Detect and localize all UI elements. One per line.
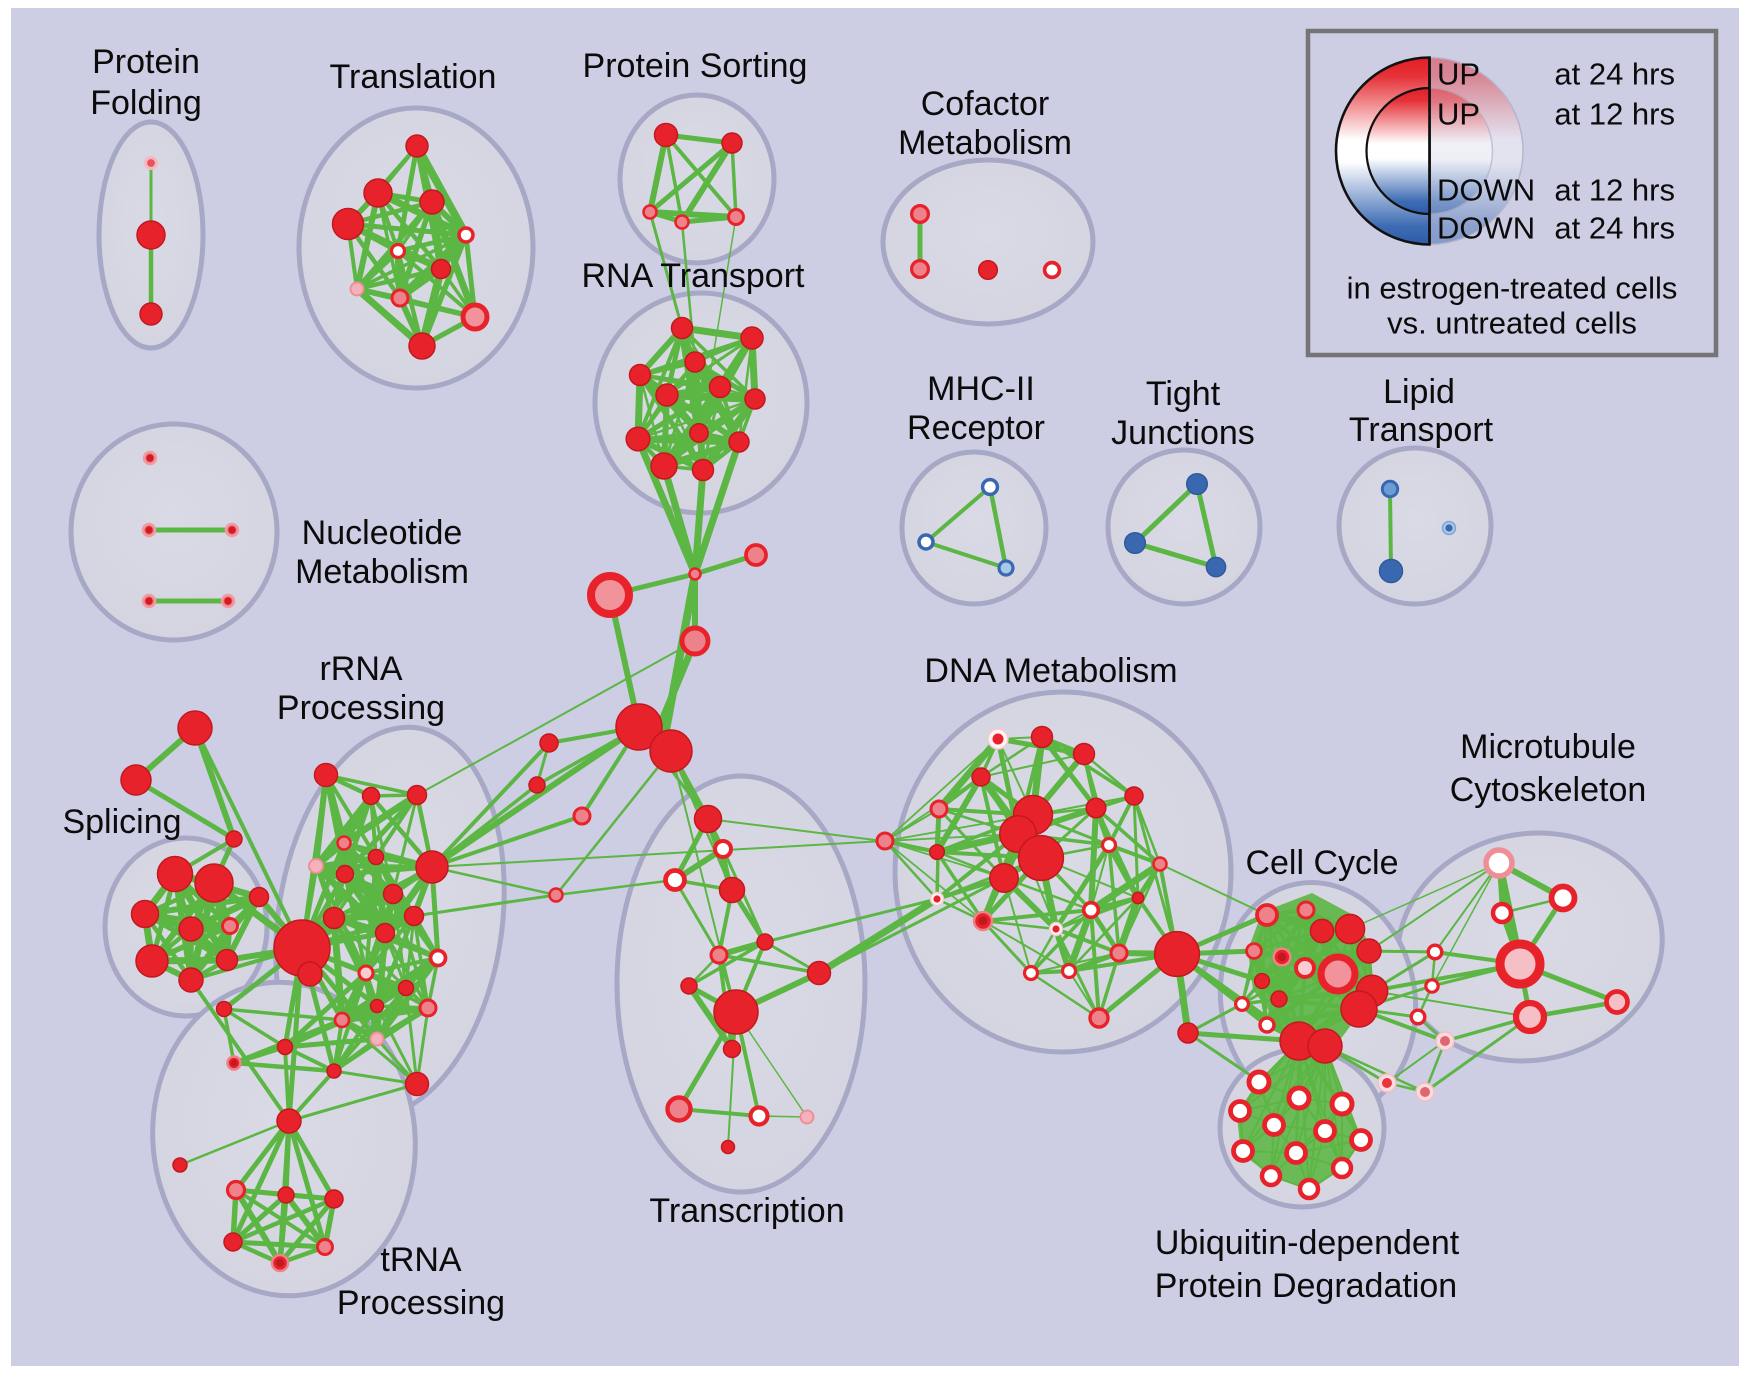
svg-text:Transport: Transport [1349, 411, 1494, 449]
svg-text:Cytoskeleton: Cytoskeleton [1450, 771, 1647, 809]
svg-text:tRNA: tRNA [380, 1241, 462, 1279]
svg-text:RNA Transport: RNA Transport [582, 257, 806, 295]
svg-text:at 24 hrs: at 24 hrs [1554, 57, 1675, 92]
svg-text:DNA Metabolism: DNA Metabolism [924, 652, 1177, 690]
svg-text:Processing: Processing [337, 1284, 505, 1322]
svg-text:Cell Cycle: Cell Cycle [1245, 844, 1398, 882]
svg-text:Cofactor: Cofactor [921, 85, 1050, 123]
svg-text:vs. untreated cells: vs. untreated cells [1387, 306, 1637, 341]
svg-text:MHC-II: MHC-II [927, 370, 1035, 408]
svg-text:Nucleotide: Nucleotide [302, 514, 463, 552]
svg-text:Protein Degradation: Protein Degradation [1155, 1267, 1457, 1305]
svg-text:at 12 hrs: at 12 hrs [1554, 173, 1675, 208]
svg-text:rRNA: rRNA [319, 650, 402, 688]
svg-text:UP: UP [1437, 57, 1480, 92]
svg-text:Junctions: Junctions [1111, 414, 1255, 452]
svg-text:Transcription: Transcription [649, 1192, 844, 1230]
svg-text:DOWN: DOWN [1437, 173, 1535, 208]
svg-text:Splicing: Splicing [62, 803, 181, 841]
svg-text:Folding: Folding [90, 84, 202, 122]
svg-text:DOWN: DOWN [1437, 211, 1535, 246]
svg-text:Metabolism: Metabolism [898, 124, 1072, 162]
svg-text:Ubiquitin-dependent: Ubiquitin-dependent [1155, 1224, 1460, 1262]
svg-text:Tight: Tight [1146, 375, 1221, 413]
svg-text:Protein Sorting: Protein Sorting [583, 47, 808, 85]
svg-text:UP: UP [1437, 97, 1480, 132]
svg-text:in estrogen-treated cells: in estrogen-treated cells [1347, 271, 1678, 306]
svg-text:Metabolism: Metabolism [295, 553, 469, 591]
svg-text:Microtubule: Microtubule [1460, 728, 1636, 766]
svg-text:at 24 hrs: at 24 hrs [1554, 211, 1675, 246]
svg-text:Processing: Processing [277, 689, 445, 727]
svg-text:Receptor: Receptor [907, 409, 1045, 447]
svg-text:at 12 hrs: at 12 hrs [1554, 97, 1675, 132]
svg-text:Translation: Translation [330, 58, 497, 96]
svg-text:Protein: Protein [92, 43, 200, 81]
svg-text:Lipid: Lipid [1383, 373, 1455, 411]
